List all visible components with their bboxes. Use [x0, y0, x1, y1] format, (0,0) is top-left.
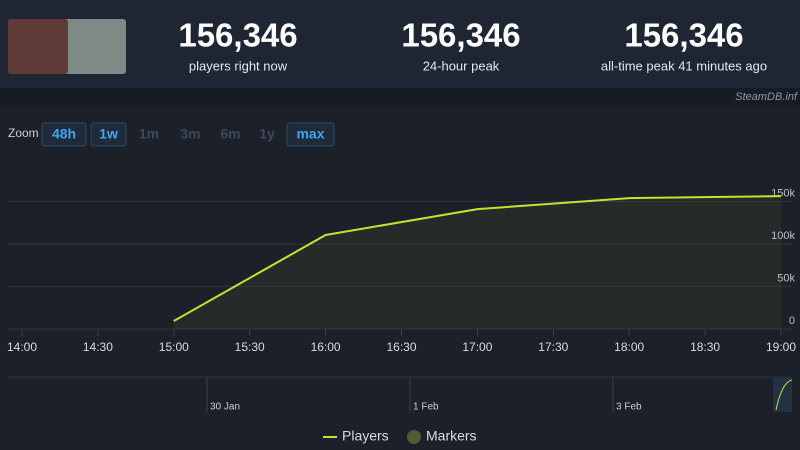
navigator-label: 1 Feb	[413, 402, 439, 413]
x-tick-label: 18:30	[690, 340, 720, 354]
x-tick-label: 17:00	[462, 340, 492, 354]
stat-label: 24-hour peak	[423, 58, 500, 73]
zoom-button[interactable]: 48h	[52, 126, 76, 142]
zoom-button[interactable]: 1m	[139, 126, 159, 142]
zoom-button-box[interactable]	[90, 122, 127, 147]
x-tick-label: 16:00	[311, 340, 341, 354]
watermark: SteamDB.inf	[735, 91, 798, 103]
y-tick-label: 0	[789, 315, 795, 327]
zoom-button[interactable]: 1w	[99, 126, 118, 142]
stat-label: players right now	[189, 58, 288, 73]
zoom-button[interactable]: max	[296, 126, 324, 142]
x-tick-label: 18:00	[614, 340, 644, 354]
x-tick-label: 16:30	[386, 340, 416, 354]
watermark-bar	[0, 88, 800, 106]
game-image-figure	[8, 19, 68, 74]
x-tick-label: 14:00	[7, 340, 37, 354]
navigator-series	[775, 379, 793, 411]
stat-value: 156,346	[624, 17, 743, 54]
header-bar	[0, 0, 800, 88]
zoom-button[interactable]: 3m	[180, 126, 200, 142]
navigator-window	[773, 378, 792, 412]
legend-label[interactable]: Markers	[426, 428, 477, 444]
navigator-label: 30 Jan	[210, 402, 240, 413]
x-tick-label: 15:30	[235, 340, 265, 354]
x-tick-label: 17:30	[538, 340, 568, 354]
legend-swatch	[407, 430, 421, 444]
stat-value: 156,346	[401, 17, 520, 54]
navigator-label: 3 Feb	[616, 402, 642, 413]
stat-label: all-time peak 41 minutes ago	[601, 58, 767, 73]
area	[173, 196, 782, 329]
line	[173, 195, 782, 322]
y-tick-label: 100k	[771, 230, 795, 242]
zoom-label: Zoom	[8, 126, 39, 140]
x-tick-label: 19:00	[766, 340, 796, 354]
y-tick-label: 50k	[777, 272, 795, 284]
navigator	[8, 376, 792, 424]
x-tick-label: 14:30	[83, 340, 113, 354]
zoom-button-box[interactable]	[41, 122, 87, 147]
stat-value: 156,346	[178, 17, 297, 54]
x-tick-label: 15:00	[159, 340, 189, 354]
legend-label[interactable]: Players	[342, 428, 389, 444]
zoom-button[interactable]: 1y	[259, 126, 275, 142]
zoom-button-box[interactable]	[286, 122, 335, 147]
zoom-button[interactable]: 6m	[220, 126, 240, 142]
